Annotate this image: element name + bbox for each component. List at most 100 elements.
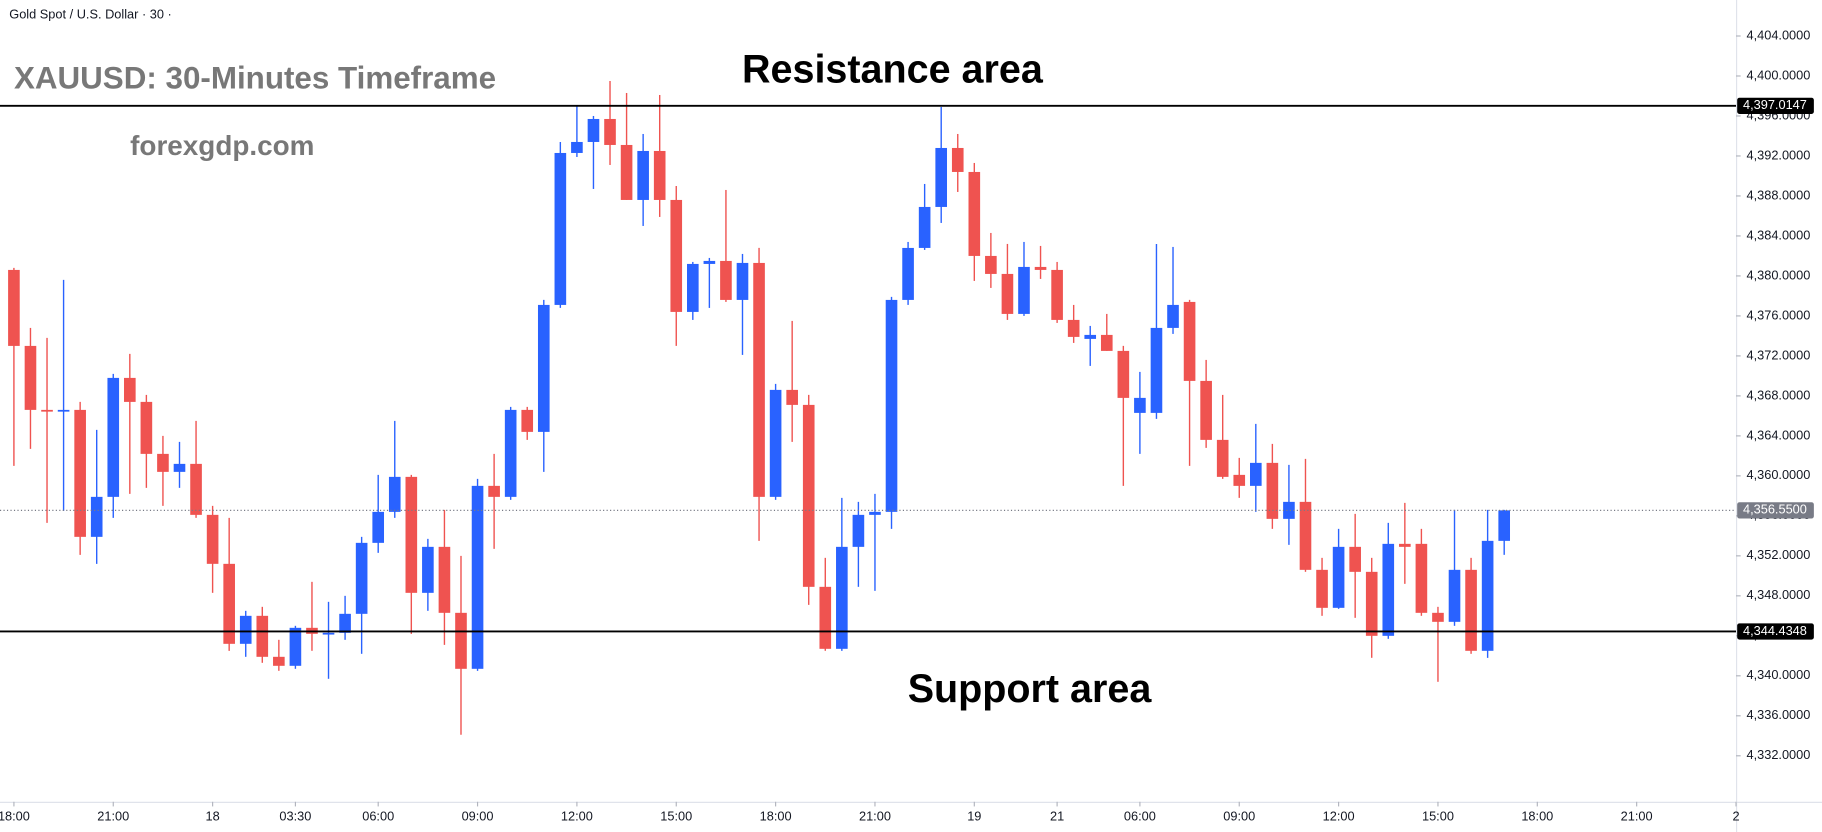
price-level-label: 4,356.5500 (1743, 502, 1807, 517)
candle-body (239, 615, 252, 644)
candle-body (521, 409, 534, 432)
price-level-tag (1737, 623, 1814, 640)
candle-body (322, 632, 335, 635)
candle-body (256, 615, 269, 657)
candle-body (190, 463, 202, 515)
plot-area (0, 80, 1737, 735)
candle-body (405, 476, 418, 593)
candle-body (620, 144, 633, 200)
x-tick-label: 15:00 (1422, 808, 1454, 823)
candle-body (1349, 546, 1361, 572)
candle-body (1399, 543, 1411, 547)
price-level-tag (1737, 97, 1814, 114)
candle-body (736, 262, 749, 300)
candle-body (703, 260, 716, 264)
candle-body (1167, 304, 1179, 328)
candle-body (935, 147, 948, 207)
y-tick-label: 4,380.0000 (1746, 267, 1810, 282)
candle-body (273, 656, 285, 666)
candle-body (537, 304, 550, 432)
x-tick-label: 09:00 (462, 808, 494, 823)
candle-body (885, 299, 898, 512)
candle-body (670, 199, 683, 312)
x-tick-label: 21:00 (1621, 808, 1653, 823)
candle-body (372, 511, 385, 543)
candle-body (1299, 501, 1312, 570)
candle-body (869, 511, 881, 515)
chart-title: XAUUSD: 30-Minutes Timeframe (14, 60, 496, 95)
candle-body (173, 463, 186, 472)
candle-body (1150, 327, 1163, 413)
y-tick-label: 4,336.0000 (1746, 707, 1810, 722)
candle-body (1084, 334, 1097, 339)
candle-body (57, 409, 70, 412)
candle-body (753, 262, 765, 497)
candle-body (720, 260, 732, 300)
symbol-label: Gold Spot / U.S. Dollar · 30 · (9, 6, 171, 21)
candle-body (918, 206, 931, 248)
watermark: forexgdp.com (130, 130, 314, 161)
candle-body (1200, 380, 1212, 440)
y-tick-label: 4,392.0000 (1746, 147, 1810, 162)
candle-body (985, 255, 997, 274)
y-tick-label: 4,348.0000 (1746, 587, 1810, 602)
candle-body (836, 546, 848, 649)
y-tick-label: 4,400.0000 (1746, 67, 1810, 82)
candle-body (223, 563, 235, 644)
candle-body (687, 263, 699, 312)
candle-body (819, 586, 832, 649)
x-tick-label: 21:00 (859, 808, 891, 823)
x-tick-label: 18:00 (0, 808, 30, 823)
x-tick-label: 03:30 (279, 808, 311, 823)
candle-body (504, 409, 517, 497)
candle-body (339, 613, 351, 633)
y-tick-label: 4,404.0000 (1746, 27, 1810, 42)
x-tick-label: 21 (1050, 808, 1064, 823)
candle-body (1216, 439, 1229, 477)
candle-body (140, 401, 153, 454)
candle-body (74, 409, 86, 537)
candle-body (1100, 334, 1113, 351)
candle-body (1250, 462, 1262, 486)
candle-body (1001, 273, 1014, 314)
candle-body (1382, 543, 1395, 636)
candle-body (206, 514, 219, 564)
candle-body (604, 118, 616, 145)
candle-body (1465, 569, 1477, 651)
candle-body (388, 476, 401, 512)
candle-body (571, 141, 583, 153)
candle-body (852, 514, 865, 547)
candle-body (488, 485, 500, 497)
price-level-tag (1737, 502, 1814, 519)
candle-body (24, 345, 37, 410)
x-tick-label: 12:00 (1323, 808, 1355, 823)
price-level-label: 4,344.4348 (1743, 623, 1807, 638)
y-tick-label: 4,384.0000 (1746, 227, 1810, 242)
y-tick-label: 4,364.0000 (1746, 427, 1810, 442)
candle-body (41, 409, 53, 412)
candle-body (968, 171, 981, 256)
candle-body (107, 377, 120, 497)
candle-body (587, 118, 600, 142)
candle-body (653, 150, 666, 200)
candle-body (786, 389, 798, 405)
candle-body (1134, 397, 1146, 413)
candle-body (1266, 462, 1279, 519)
x-tick-label: 06:00 (1124, 808, 1156, 823)
candle-body (1067, 319, 1080, 337)
candle-body (951, 147, 964, 172)
x-tick-label: 06:00 (362, 808, 394, 823)
candle-body (1117, 350, 1130, 398)
x-tick-label: 12:00 (561, 808, 593, 823)
candle-body (1432, 612, 1444, 622)
candle-body (90, 496, 103, 537)
x-tick-label: 18 (206, 808, 220, 823)
candle-body (637, 150, 649, 200)
candle-body (1365, 571, 1378, 636)
candle-body (1316, 569, 1328, 608)
y-tick-label: 4,352.0000 (1746, 547, 1810, 562)
resistance-annotation: Resistance area (742, 47, 1044, 91)
candle-body (124, 377, 136, 402)
